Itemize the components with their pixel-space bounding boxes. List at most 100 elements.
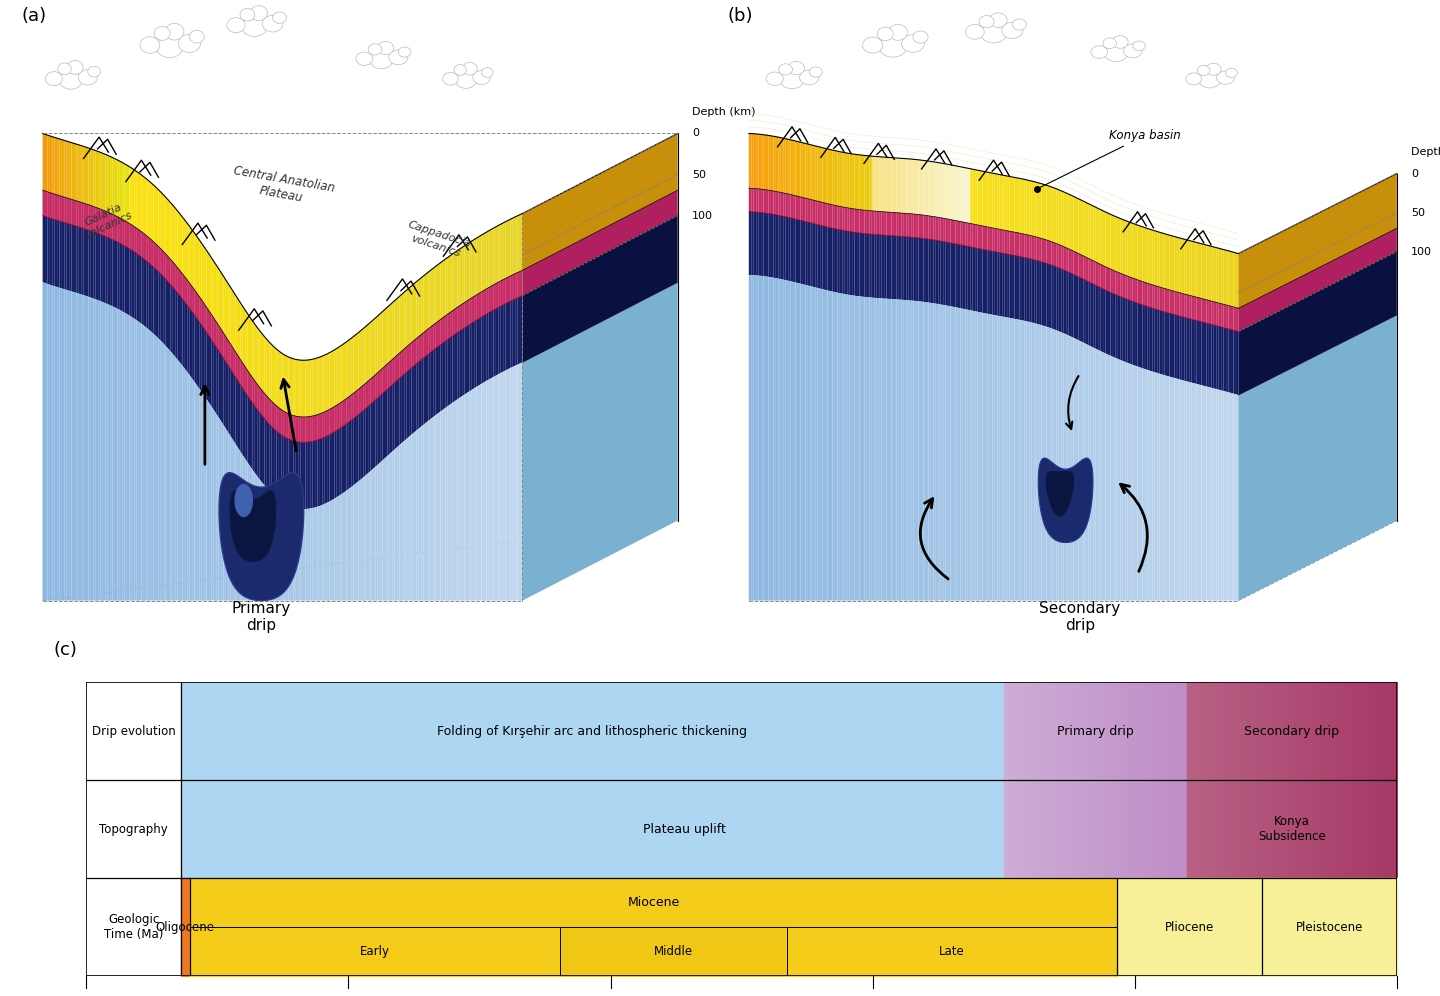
Polygon shape (438, 320, 441, 347)
Polygon shape (972, 224, 975, 248)
Polygon shape (384, 364, 387, 391)
Polygon shape (1120, 273, 1123, 298)
Polygon shape (1083, 256, 1086, 281)
Polygon shape (1208, 246, 1211, 301)
Polygon shape (88, 297, 91, 601)
Polygon shape (1100, 210, 1103, 266)
Polygon shape (347, 422, 348, 491)
Polygon shape (459, 330, 462, 397)
Polygon shape (516, 298, 517, 366)
Polygon shape (1207, 245, 1208, 301)
Polygon shape (387, 362, 390, 389)
Polygon shape (409, 286, 412, 345)
Polygon shape (315, 358, 317, 415)
Polygon shape (281, 435, 284, 503)
Polygon shape (888, 212, 891, 236)
Polygon shape (517, 271, 520, 298)
Polygon shape (66, 223, 69, 291)
Polygon shape (474, 320, 477, 388)
Polygon shape (1030, 180, 1031, 236)
Polygon shape (1037, 324, 1040, 601)
Polygon shape (219, 326, 222, 355)
Polygon shape (1107, 268, 1110, 293)
Polygon shape (370, 376, 373, 404)
Polygon shape (811, 199, 812, 223)
Polygon shape (484, 289, 487, 316)
Polygon shape (238, 299, 240, 360)
Polygon shape (1192, 320, 1194, 383)
Polygon shape (384, 307, 387, 367)
Polygon shape (472, 322, 474, 389)
Polygon shape (423, 331, 426, 358)
Polygon shape (76, 226, 79, 294)
Polygon shape (923, 238, 926, 302)
Polygon shape (91, 298, 94, 601)
Polygon shape (43, 190, 45, 216)
Polygon shape (52, 219, 55, 286)
Polygon shape (972, 247, 975, 312)
Polygon shape (305, 360, 308, 417)
Polygon shape (455, 308, 458, 335)
Polygon shape (968, 310, 971, 601)
Polygon shape (1047, 240, 1048, 264)
Polygon shape (769, 135, 770, 190)
Polygon shape (763, 134, 766, 190)
Polygon shape (1103, 211, 1106, 267)
Polygon shape (317, 357, 320, 414)
Polygon shape (1113, 215, 1116, 271)
Polygon shape (1207, 323, 1208, 387)
Polygon shape (1079, 341, 1081, 601)
Polygon shape (59, 139, 62, 196)
Polygon shape (752, 133, 753, 188)
Polygon shape (520, 363, 523, 601)
Polygon shape (988, 227, 989, 251)
Polygon shape (912, 301, 913, 601)
Polygon shape (317, 439, 320, 507)
Polygon shape (1079, 199, 1081, 255)
Polygon shape (101, 209, 102, 235)
Polygon shape (513, 299, 516, 367)
Polygon shape (472, 239, 474, 298)
Polygon shape (88, 148, 91, 205)
Polygon shape (259, 387, 262, 415)
Polygon shape (1040, 183, 1041, 238)
Polygon shape (370, 320, 373, 379)
Ellipse shape (156, 36, 183, 58)
Polygon shape (327, 434, 330, 503)
Polygon shape (929, 161, 930, 216)
Polygon shape (108, 212, 109, 238)
Polygon shape (308, 416, 310, 442)
Polygon shape (1236, 253, 1238, 309)
Polygon shape (776, 215, 779, 279)
Text: 0: 0 (691, 128, 698, 138)
Polygon shape (480, 292, 481, 319)
Polygon shape (857, 296, 860, 601)
Polygon shape (495, 282, 498, 309)
Polygon shape (477, 319, 480, 386)
Polygon shape (212, 258, 213, 318)
Polygon shape (975, 248, 978, 312)
Polygon shape (1113, 357, 1116, 601)
Polygon shape (156, 187, 158, 246)
Polygon shape (315, 414, 317, 440)
Polygon shape (491, 310, 494, 378)
Polygon shape (73, 200, 76, 226)
Polygon shape (1047, 327, 1048, 601)
Polygon shape (341, 425, 344, 494)
Polygon shape (960, 308, 963, 601)
Polygon shape (219, 473, 304, 601)
Polygon shape (832, 150, 835, 205)
Polygon shape (413, 364, 416, 432)
Polygon shape (223, 333, 226, 362)
Polygon shape (501, 372, 503, 601)
Polygon shape (255, 473, 258, 601)
Polygon shape (1100, 352, 1103, 601)
Polygon shape (209, 402, 212, 601)
Polygon shape (1140, 304, 1142, 369)
Polygon shape (109, 238, 112, 307)
Polygon shape (420, 424, 423, 601)
Polygon shape (161, 249, 163, 277)
Polygon shape (891, 236, 894, 299)
Polygon shape (1172, 236, 1175, 291)
Polygon shape (69, 198, 72, 225)
